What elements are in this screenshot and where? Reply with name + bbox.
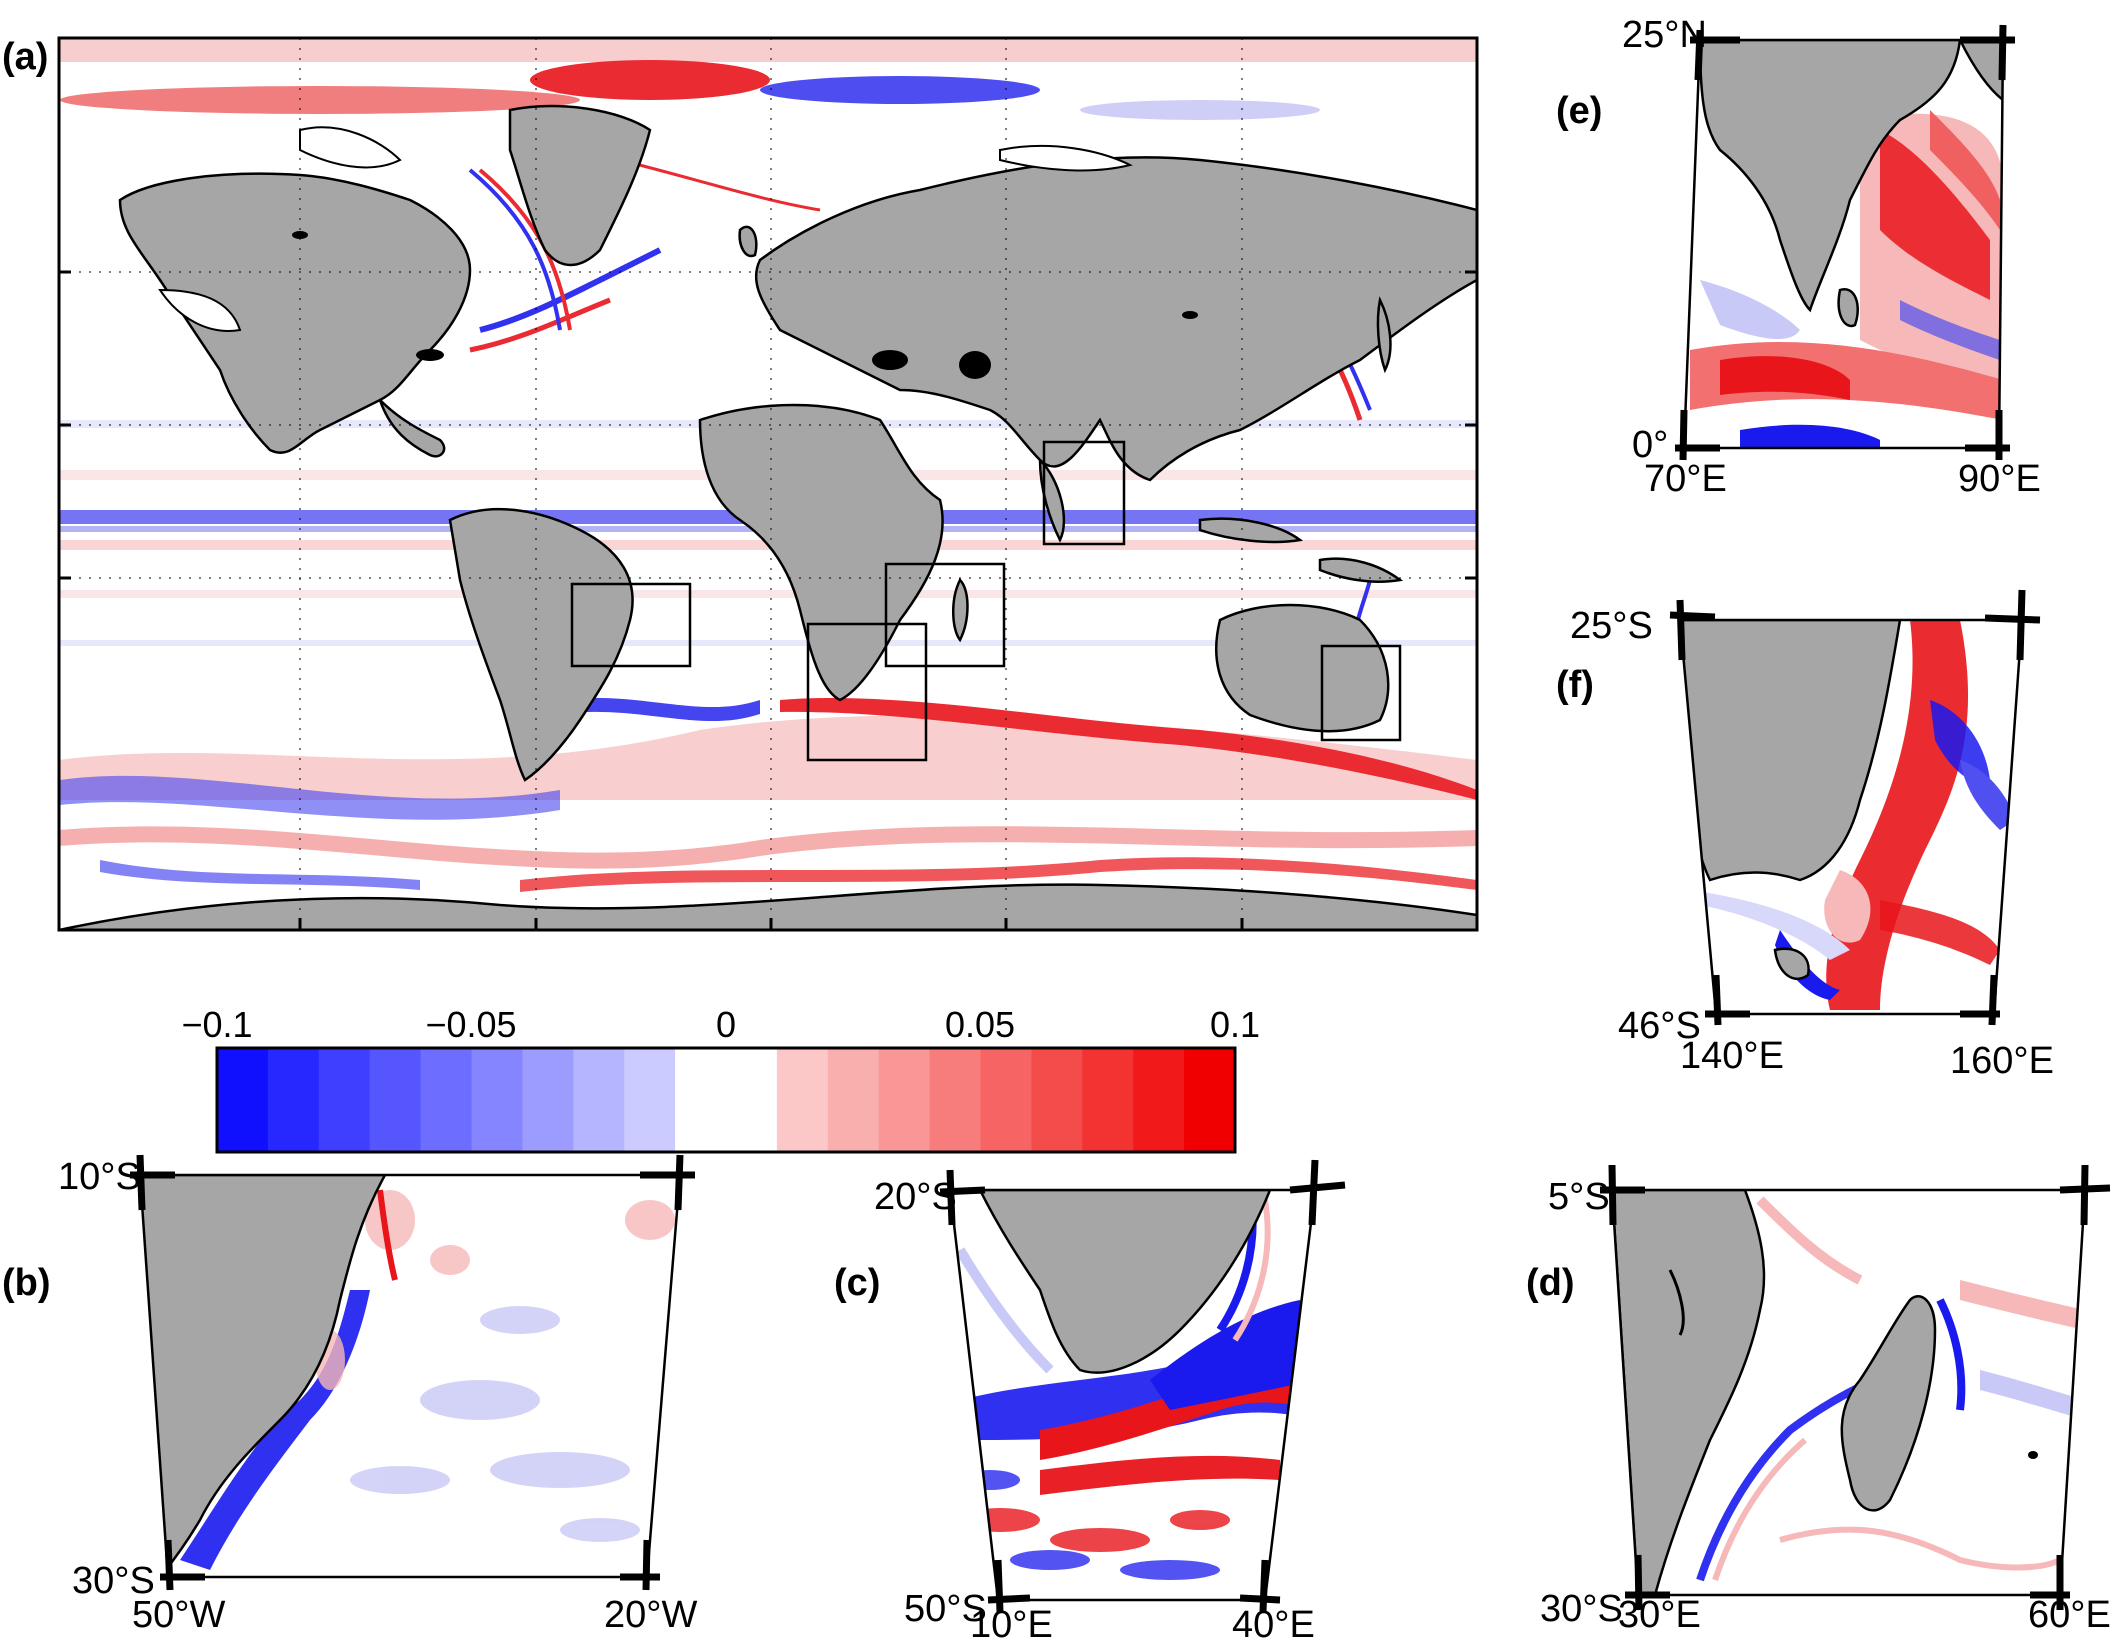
africa: [698, 403, 944, 702]
panel-f-lon-left: 140°E: [1680, 1035, 1784, 1077]
panel-b-map: [140, 1175, 680, 1577]
panel-f-letter: (f): [1556, 664, 1594, 706]
box-c: [806, 622, 928, 762]
panel-a-land: [59, 104, 1477, 930]
panel-a-letter: (a): [2, 36, 49, 78]
indian-subcontinent: [1698, 40, 1962, 313]
box-f: [1320, 644, 1402, 742]
sri-lanka: [1837, 288, 1859, 328]
panel-c-lat-top: 20°S: [874, 1176, 957, 1218]
colorbar-bin: [827, 1048, 880, 1152]
mozambique-coast: [1612, 1190, 1766, 1595]
colorbar-frame: [215, 1046, 1237, 1154]
panel-a-ticks: [59, 270, 1477, 930]
eurasia: [754, 156, 1477, 482]
colorbar-bin: [217, 1048, 269, 1152]
panel-a-map: [59, 38, 1477, 930]
panel-c-corners: [939, 1159, 1346, 1613]
panel-e-map: [1684, 40, 2003, 448]
colorbar-bin: [1082, 1048, 1134, 1152]
panel-e-corners: [1675, 24, 2015, 461]
panel-b-lon-left: 50°W: [132, 1594, 226, 1636]
panel-c-letter: (c): [834, 1262, 881, 1304]
colorbar-bin: [1031, 1048, 1083, 1152]
panel-a-graticule: [59, 38, 1477, 930]
colorbar-bin: [929, 1048, 982, 1152]
central-america: [378, 399, 446, 458]
colorbar-tick: 0: [715, 1004, 737, 1045]
colorbar-bin: [1184, 1048, 1236, 1152]
south-africa: [977, 1190, 1272, 1374]
colorbar-bin: [1133, 1048, 1185, 1152]
panel-e-lon-right: 90°E: [1958, 458, 2041, 500]
panel-f-lon-right: 160°E: [1950, 1040, 2054, 1082]
greenland: [508, 104, 652, 267]
colorbar-bin: [267, 1048, 320, 1152]
colorbar-bin: [522, 1048, 574, 1152]
tasmania: [1773, 947, 1810, 981]
box-e: [1042, 440, 1126, 546]
panel-d-corners: [1600, 1164, 2111, 1611]
panel-a-ice-outlines: [158, 126, 1133, 332]
panel-b-corners: [130, 1154, 695, 1591]
panel-d-letter: (d): [1526, 1262, 1575, 1304]
panel-b-lon-right: 20°W: [604, 1594, 698, 1636]
colorbar-bin: [980, 1048, 1032, 1152]
panel-d-lat-top: 5°S: [1548, 1176, 1610, 1218]
panel-e-lat-bottom: 0°: [1632, 424, 1669, 466]
panel-b-lat-top: 10°S: [58, 1156, 141, 1198]
box-b: [570, 582, 692, 668]
panel-b-letter: (b): [2, 1262, 51, 1304]
australia: [1215, 603, 1390, 733]
panel-c-lon-right: 40°E: [1232, 1604, 1315, 1646]
colorbar-bin: [675, 1048, 727, 1152]
panel-d-lat-bottom: 30°S: [1540, 1588, 1623, 1630]
box-d: [884, 562, 1006, 668]
panel-d-lon-right: 60°E: [2028, 1594, 2111, 1636]
panel-e-lon-left: 70°E: [1644, 458, 1727, 500]
south-america: [448, 507, 634, 782]
brazil-coast: [140, 1175, 388, 1577]
colorbar-bin: [878, 1048, 931, 1152]
madagascar-detail: [1840, 1295, 1937, 1512]
panel-d-map: [1612, 1190, 2085, 1595]
colorbar-tick: −0.05: [425, 1004, 517, 1045]
colorbar-bin: [573, 1048, 625, 1152]
panel-a-frame: [57, 36, 1479, 932]
panel-c-lon-left: 10°E: [970, 1604, 1053, 1646]
colorbar-bin: [776, 1048, 829, 1152]
colorbar-tick: 0.05: [944, 1004, 1016, 1045]
colorbar-bin: [726, 1048, 778, 1152]
north-america: [118, 172, 472, 454]
colorbar-bin: [471, 1048, 523, 1152]
panel-a-lakes: [292, 231, 1198, 379]
colorbar-bin: [420, 1048, 473, 1152]
panel-c-map: [950, 1190, 1315, 1600]
colorbar-bin: [369, 1048, 422, 1152]
panel-d-lon-left: 30°E: [1618, 1594, 1701, 1636]
panel-e-lat-top: 25°N: [1622, 14, 1707, 56]
panel-b-lat-bottom: 30°S: [72, 1560, 155, 1602]
colorbar-tick: −0.1: [181, 1004, 253, 1045]
panel-f-lat-bottom: 46°S: [1618, 1005, 1701, 1047]
panel-a-region-boxes: [570, 440, 1402, 762]
panel-e-letter: (e): [1556, 90, 1603, 132]
madagascar: [952, 577, 969, 643]
panel-f-lat-top: 25°S: [1570, 605, 1653, 647]
colorbar: [217, 1048, 1236, 1152]
colorbar-tick: 0.1: [1209, 1004, 1261, 1045]
india: [1038, 456, 1066, 543]
colorbar-bin: [624, 1048, 676, 1152]
antarctica: [59, 883, 1477, 930]
panel-c-lat-bottom: 50°S: [904, 1588, 987, 1630]
panel-f-map: [1680, 620, 2022, 1014]
colorbar-bin: [318, 1048, 371, 1152]
panel-f-corners: [1669, 589, 2041, 1026]
